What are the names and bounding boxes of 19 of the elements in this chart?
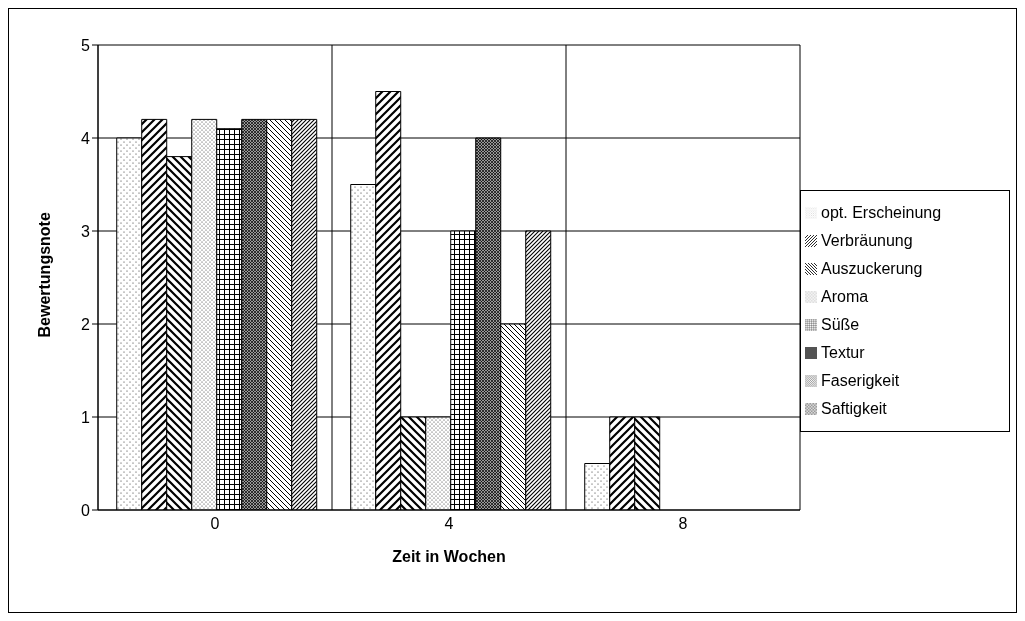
- legend-label: Aroma: [821, 287, 869, 305]
- x-tick-label: 8: [678, 515, 688, 533]
- legend-label: Auszuckerung: [821, 259, 923, 277]
- y-tick-label: 2: [81, 315, 91, 333]
- x-tick-label: 0: [210, 515, 220, 533]
- y-tick-label: 3: [81, 222, 91, 240]
- x-tick-label: 4: [444, 515, 454, 533]
- legend-label: Verbräunung: [821, 231, 913, 249]
- x-axis-title: Zeit in Wochen: [392, 548, 506, 565]
- y-tick-label: 5: [81, 36, 91, 54]
- legend-label: Faserigkeit: [821, 371, 900, 389]
- y-tick-label: 0: [81, 501, 91, 519]
- legend-label: opt. Erscheinung: [821, 203, 942, 221]
- y-axis-title: Bewertungsnote: [35, 212, 53, 338]
- legend-label: Süße: [821, 315, 860, 333]
- legend-label: Textur: [821, 343, 865, 361]
- y-tick-label: 1: [81, 408, 91, 426]
- legend-label: Saftigkeit: [821, 399, 887, 417]
- y-tick-label: 4: [81, 129, 91, 147]
